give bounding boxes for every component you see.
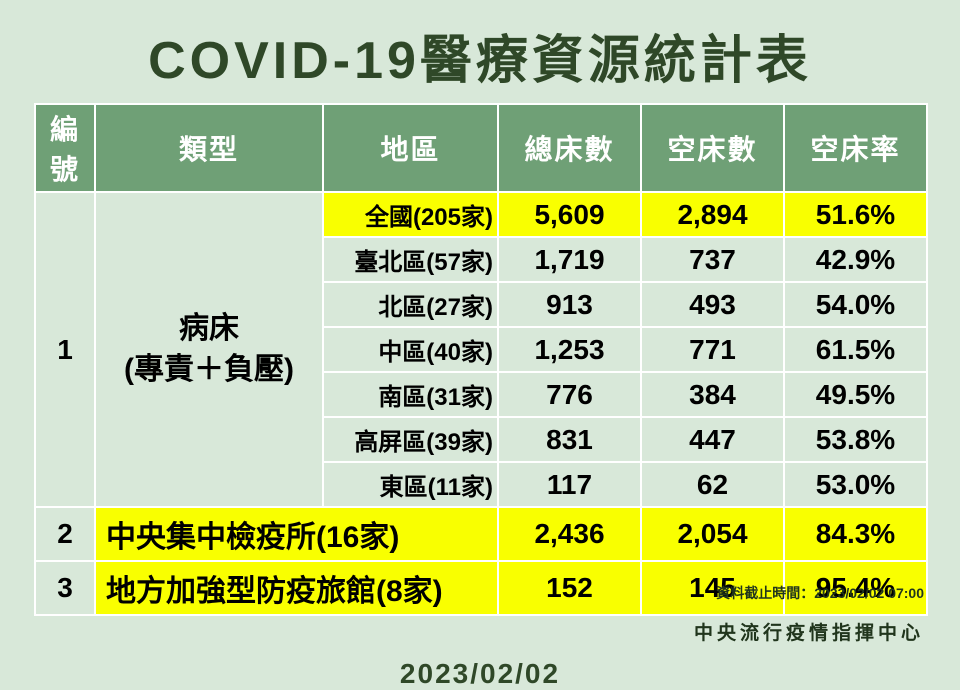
row-empty: 2,054 <box>641 507 784 561</box>
row-empty: 771 <box>641 327 784 372</box>
row-no: 2 <box>35 507 95 561</box>
row-area: 北區(27家) <box>323 282 498 327</box>
row-rate: 61.5% <box>784 327 927 372</box>
table-row: 1病床(專責＋負壓)全國(205家)5,6092,89451.6% <box>35 192 927 237</box>
report-date: 2023/02/02 <box>34 658 926 690</box>
row-area: 全國(205家) <box>323 192 498 237</box>
data-cutoff-time: 資料截止時間：2023/02/02 07:00 <box>716 583 924 603</box>
table-row: 2中央集中檢疫所(16家)2,4362,05484.3% <box>35 507 927 561</box>
data-source: 中央流行疫情指揮中心 <box>694 618 924 645</box>
row-empty: 737 <box>641 237 784 282</box>
row-rate: 84.3% <box>784 507 927 561</box>
row-rate: 42.9% <box>784 237 927 282</box>
row-no: 3 <box>35 561 95 615</box>
row-empty: 384 <box>641 372 784 417</box>
row-total: 1,719 <box>498 237 641 282</box>
row-type: 病床(專責＋負壓) <box>95 192 323 507</box>
type-line2: (專責＋負壓) <box>96 350 322 391</box>
row-rate: 51.6% <box>784 192 927 237</box>
row-type-area: 中央集中檢疫所(16家) <box>95 507 498 561</box>
row-area: 東區(11家) <box>323 462 498 507</box>
row-rate: 54.0% <box>784 282 927 327</box>
resource-table: 編號 類型 地區 總床數 空床數 空床率 1病床(專責＋負壓)全國(205家)5… <box>34 103 928 616</box>
th-rate: 空床率 <box>784 104 927 192</box>
row-no: 1 <box>35 192 95 507</box>
row-total: 1,253 <box>498 327 641 372</box>
row-empty: 447 <box>641 417 784 462</box>
row-area: 高屏區(39家) <box>323 417 498 462</box>
row-rate: 53.8% <box>784 417 927 462</box>
row-total: 776 <box>498 372 641 417</box>
row-rate: 53.0% <box>784 462 927 507</box>
th-empty: 空床數 <box>641 104 784 192</box>
row-area: 中區(40家) <box>323 327 498 372</box>
row-empty: 62 <box>641 462 784 507</box>
row-area: 臺北區(57家) <box>323 237 498 282</box>
th-no: 編號 <box>35 104 95 192</box>
row-area: 南區(31家) <box>323 372 498 417</box>
row-total: 913 <box>498 282 641 327</box>
row-empty: 493 <box>641 282 784 327</box>
table-header-row: 編號 類型 地區 總床數 空床數 空床率 <box>35 104 927 192</box>
row-total: 2,436 <box>498 507 641 561</box>
row-total: 5,609 <box>498 192 641 237</box>
type-line1: 病床 <box>96 309 322 350</box>
th-type: 類型 <box>95 104 323 192</box>
th-total: 總床數 <box>498 104 641 192</box>
page-title: COVID-19醫療資源統計表 <box>34 18 926 93</box>
th-area: 地區 <box>323 104 498 192</box>
row-empty: 2,894 <box>641 192 784 237</box>
row-total: 152 <box>498 561 641 615</box>
row-type-area: 地方加強型防疫旅館(8家) <box>95 561 498 615</box>
row-total: 831 <box>498 417 641 462</box>
row-rate: 49.5% <box>784 372 927 417</box>
row-total: 117 <box>498 462 641 507</box>
